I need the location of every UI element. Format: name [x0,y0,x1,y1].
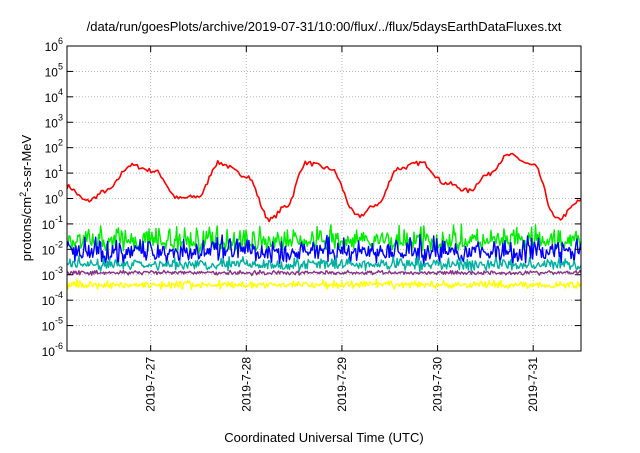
x-tick-label: 2019-7-31 [526,357,540,412]
y-tick-label: 10-2 [42,239,63,257]
x-tick-label: 2019-7-29 [335,357,349,412]
series-line-6 [66,278,582,291]
x-axis-label: Coordinated Universal Time (UTC) [224,430,423,445]
x-tick-label: 2019-7-27 [144,357,158,412]
ticks: 10-6 10-5 10-4 10-3 10-2 10-1 100 101 102 103 104 1… [42,36,581,412]
y-tick-label: 104 [45,87,63,105]
y-tick-label: 10-4 [42,290,63,308]
y-tick-label: 101 [45,163,63,181]
chart-title: /data/run/goesPlots/archive/2019-07-31/1… [87,19,562,34]
y-tick-label: 10-5 [42,316,63,334]
x-tick-label: 2019-7-30 [431,357,445,412]
series-line-3 [66,234,582,266]
y-tick-label: 105 [45,61,63,79]
y-tick-label: 10-1 [42,214,63,232]
y-tick-label: 100 [45,189,63,207]
plot-frame [66,45,582,352]
grid [67,46,581,351]
x-tick-label: 2019-7-28 [239,357,253,412]
series-line-1 [66,152,582,223]
y-tick-label: 10-6 [42,341,63,359]
series-line-2 [66,223,582,255]
y-tick-label: 106 [45,36,63,54]
y-tick-label: 10-3 [42,265,63,283]
y-axis-label: protons/cm2-s-sr-MeV [18,134,34,261]
series-layer [66,152,582,291]
series-line-5 [66,269,582,277]
y-tick-label: 103 [45,112,63,130]
y-tick-label: 102 [45,138,63,156]
series-line-4 [66,255,582,273]
